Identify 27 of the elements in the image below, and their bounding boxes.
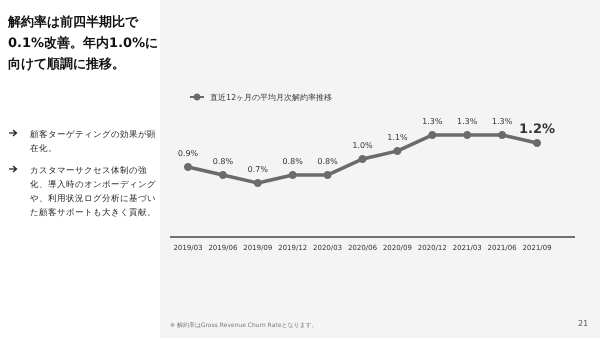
- point: [218, 171, 227, 179]
- point: [428, 131, 436, 139]
- text: 顧客ターゲティングの効果が顕在化。: [30, 128, 156, 156]
- text: 21: [578, 319, 588, 328]
- data-label: 1.0%: [352, 141, 374, 150]
- point: [288, 171, 297, 179]
- point: [533, 139, 541, 147]
- point: [184, 163, 192, 171]
- point: [393, 147, 402, 155]
- data-label: 0.8%: [317, 157, 338, 166]
- point: [254, 179, 262, 187]
- data-label: 1.3%: [457, 117, 478, 126]
- point: [324, 171, 332, 179]
- data-label: 1.3%: [492, 117, 513, 126]
- data-label: 1.1%: [387, 133, 408, 142]
- point: [358, 155, 366, 163]
- legend-label: 直近12ヶ月の平均月次解約率推移: [210, 93, 332, 102]
- chart-title: 解約率は前四半期比で0.1%改善。年内1.0%に向けて順調に推移。: [8, 14, 160, 74]
- point: [498, 131, 506, 139]
- data-label: 1.2%: [518, 122, 556, 137]
- data-label: 1.3%: [422, 117, 443, 126]
- data-label: 0.8%: [212, 157, 234, 166]
- point: [463, 131, 472, 139]
- data-label: 0.8%: [282, 157, 304, 166]
- data-label: 0.9%: [178, 149, 199, 158]
- data-label: 0.7%: [248, 165, 268, 174]
- text: カスタマーサクセス体制の強化、導入時のオンボーディングや、利用状況ログ分析に基づいた顧客サポートも大きく貢献。: [30, 165, 156, 220]
